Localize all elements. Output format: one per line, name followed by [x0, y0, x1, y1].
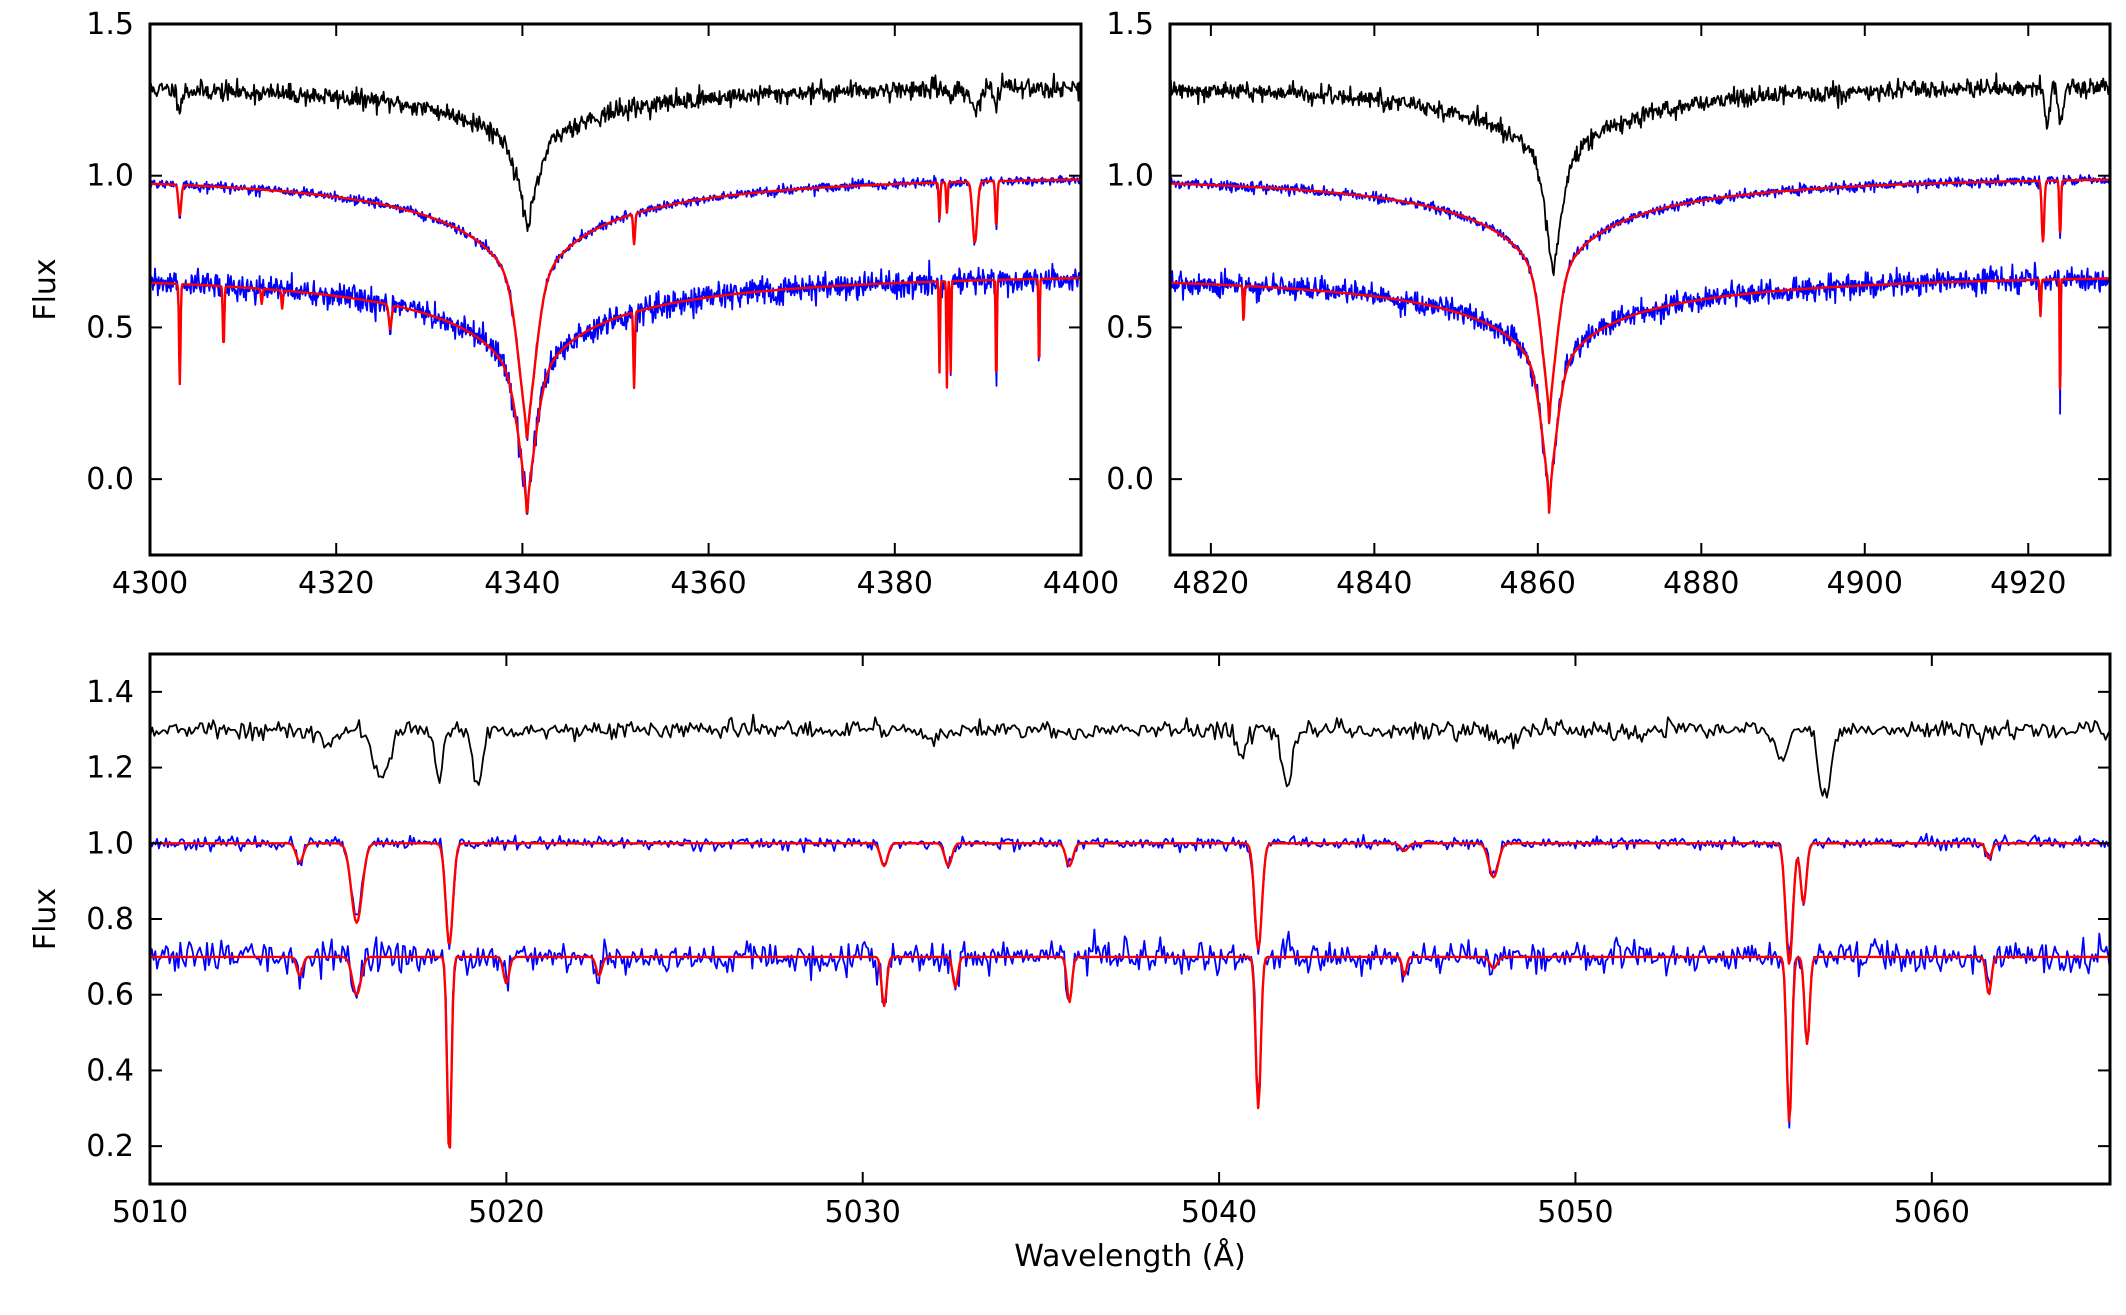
y-tick-label: 0.5 [1106, 310, 1154, 345]
x-tick-label: 4340 [484, 566, 560, 601]
x-tick-label: 5060 [1894, 1195, 1970, 1230]
y-tick-label: 1.5 [1106, 7, 1154, 42]
x-tick-label: 5020 [468, 1195, 544, 1230]
x-tick-label: 4320 [298, 566, 374, 601]
series-observed-observed [1170, 72, 2110, 277]
series-fit-2-model [150, 955, 2110, 1149]
series-fit-1-model [150, 842, 2110, 965]
panel-hbeta: 4820 4840 4860 4880 4900 4920 0.0 0.5 1.0 1.5 [1106, 7, 2112, 601]
y-tick-label: 1.4 [86, 675, 134, 710]
series-fit-2-model [150, 276, 1081, 514]
x-tick-label: 5050 [1537, 1195, 1613, 1230]
y-axis-label: Flux [28, 258, 63, 320]
y-tick-label: 0.6 [86, 978, 134, 1013]
series-fit-1-model [1170, 178, 2110, 425]
y-tick-label: 0.8 [86, 902, 134, 937]
plot-frame [148, 652, 2112, 1186]
x-tick-label: 4380 [857, 566, 933, 601]
x-tick-label: 4900 [1827, 566, 1903, 601]
y-tick-label: 0.2 [86, 1129, 134, 1164]
y-tick-label: 1.5 [86, 7, 134, 42]
x-tick-label: 4920 [1990, 566, 2066, 601]
y-tick-label: 1.0 [1106, 159, 1154, 194]
x-tick-label: 4400 [1043, 566, 1119, 601]
x-tick-label: 4840 [1336, 566, 1412, 601]
plot-frame [148, 22, 1083, 557]
series-fit-2-data [1170, 261, 2110, 505]
y-tick-label: 0.0 [1106, 462, 1154, 497]
series-fit-2-model [1170, 277, 2110, 514]
plot-frame [1168, 22, 2112, 557]
y-tick-label: 1.0 [86, 159, 134, 194]
x-tick-label: 4300 [112, 566, 188, 601]
series-fit-1-model [150, 178, 1081, 439]
y-axis-label: Flux [28, 888, 63, 950]
x-tick-label: 5030 [825, 1195, 901, 1230]
panel-metal-lines: 5010 5020 5030 5040 5050 5060 0.2 0.4 0.6 0.8 1.0 1… [28, 652, 2112, 1274]
y-tick-label: 1.2 [86, 751, 134, 786]
x-tick-label: 4820 [1173, 566, 1249, 601]
x-axis-label: Wavelength (Å) [1014, 1238, 1245, 1274]
y-tick-label: 0.4 [86, 1053, 134, 1088]
x-tick-label: 5040 [1181, 1195, 1257, 1230]
y-tick-label: 0.5 [86, 310, 134, 345]
x-tick-label: 4880 [1663, 566, 1739, 601]
series-observed-observed [150, 72, 1081, 233]
series-observed-observed [150, 713, 2110, 799]
x-tick-label: 4860 [1500, 566, 1576, 601]
x-tick-label: 5010 [112, 1195, 188, 1230]
panel-hgamma: 4300 4320 4340 4360 4380 4400 0.0 0.5 1.0 1.5 Flu… [28, 7, 1119, 601]
x-tick-label: 4360 [670, 566, 746, 601]
y-tick-label: 0.0 [86, 462, 134, 497]
y-tick-label: 1.0 [86, 826, 134, 861]
